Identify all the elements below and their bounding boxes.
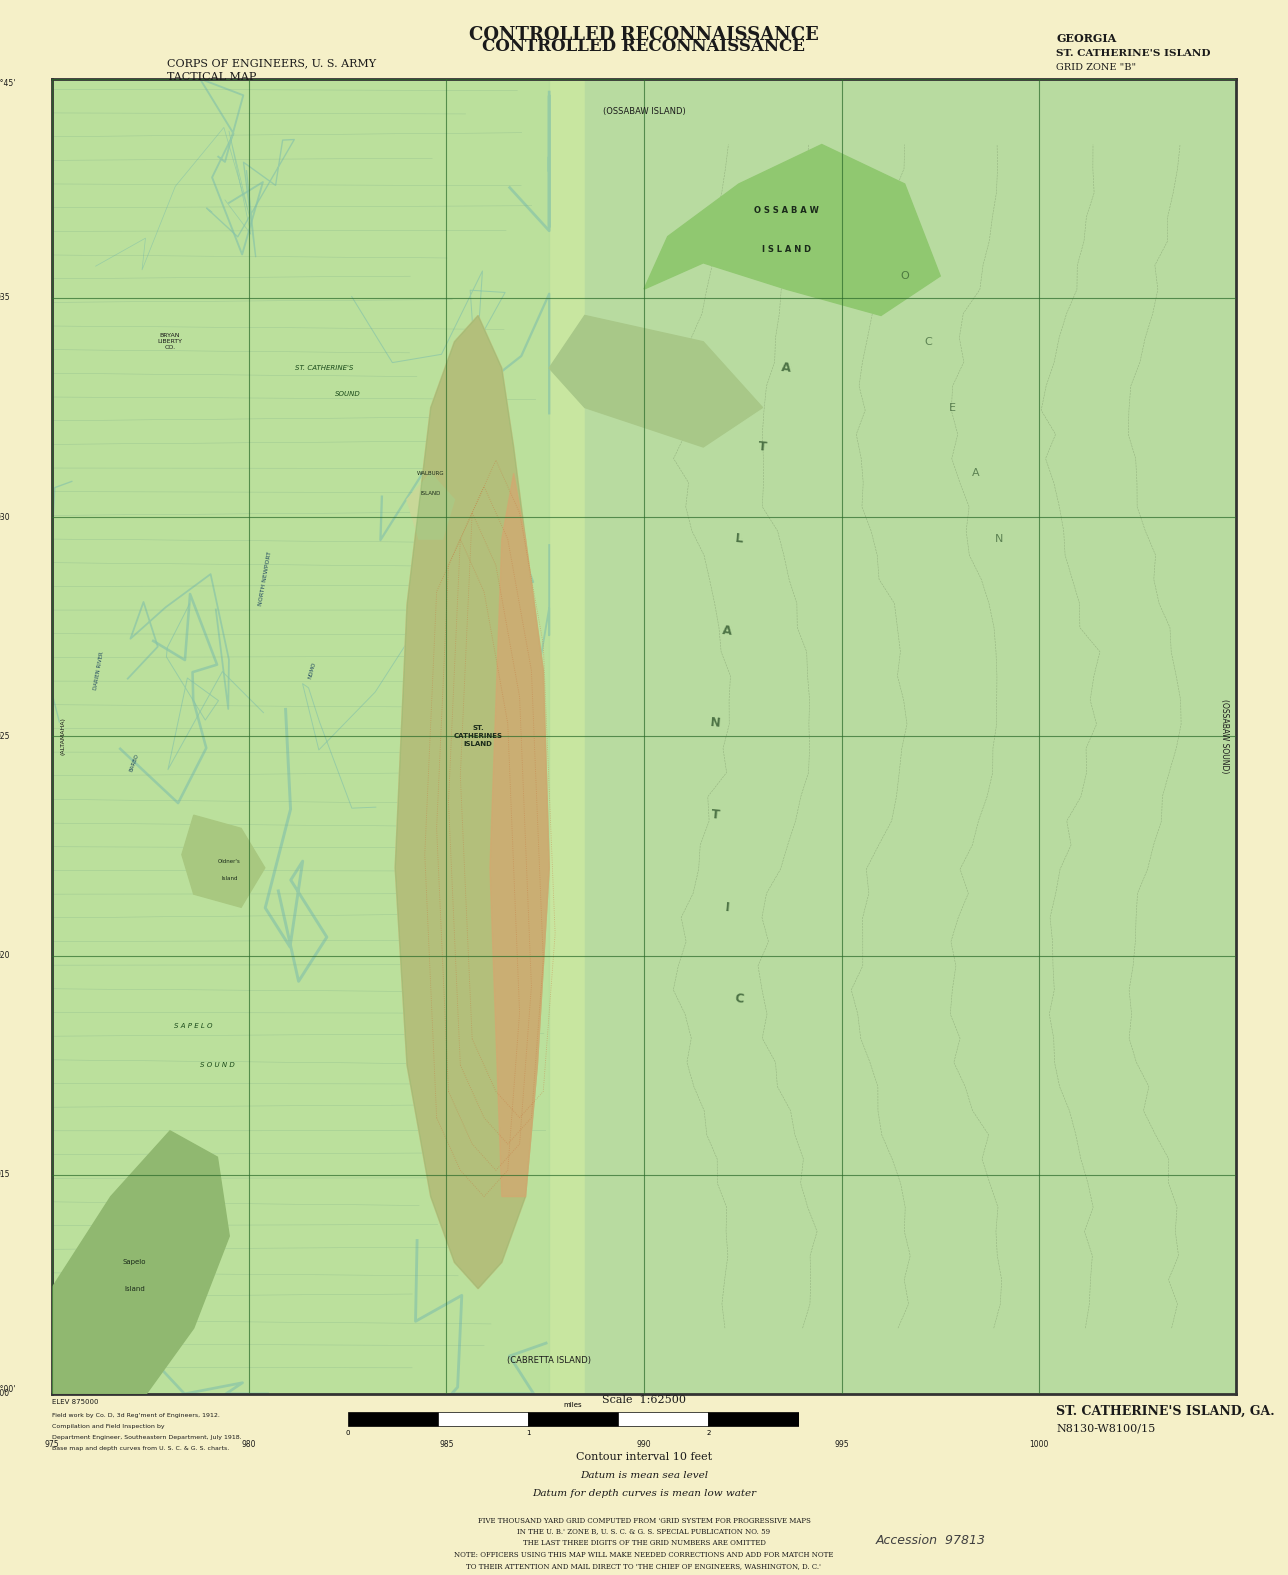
Text: N: N [710, 717, 721, 731]
Polygon shape [489, 472, 549, 1197]
Text: C: C [925, 337, 933, 346]
Polygon shape [407, 472, 455, 539]
Text: E: E [948, 403, 956, 413]
Text: DARIEN RIVER: DARIEN RIVER [93, 650, 104, 690]
Text: ISLAND: ISLAND [420, 490, 440, 496]
Text: O S S A B A W: O S S A B A W [753, 206, 819, 214]
Text: 975: 975 [44, 1440, 59, 1449]
Text: FIVE THOUSAND YARD GRID COMPUTED FROM 'GRID SYSTEM FOR PROGRESSIVE MAPS: FIVE THOUSAND YARD GRID COMPUTED FROM 'G… [478, 1517, 810, 1525]
Text: NOMO: NOMO [308, 662, 317, 679]
Text: Oldner's: Oldner's [218, 858, 241, 863]
Text: GRID ZONE "B": GRID ZONE "B" [1056, 63, 1136, 72]
Polygon shape [549, 315, 762, 447]
Text: 910000: 910000 [0, 1389, 10, 1399]
Text: (CABRETTA ISLAND): (CABRETTA ISLAND) [507, 1356, 591, 1366]
Text: ST. CATHERINE'S ISLAND, GA.: ST. CATHERINE'S ISLAND, GA. [1056, 1405, 1275, 1418]
Polygon shape [52, 1131, 229, 1394]
Text: 935: 935 [0, 293, 10, 302]
Text: Contour interval 10 feet: Contour interval 10 feet [576, 1452, 712, 1462]
Text: 920: 920 [0, 951, 10, 961]
Text: BRYAN
LIBERTY
CO.: BRYAN LIBERTY CO. [157, 332, 183, 351]
Text: SOUND: SOUND [335, 391, 361, 397]
Bar [52, 79, 549, 1394]
Text: WALBURG: WALBURG [417, 471, 444, 476]
Text: 31°00': 31°00' [0, 1384, 15, 1394]
Text: TO THEIR ATTENTION AND MAIL DIRECT TO 'THE CHIEF OF ENGINEERS, WASHINGTON, D. C.: TO THEIR ATTENTION AND MAIL DIRECT TO 'T… [466, 1562, 822, 1570]
Text: A: A [781, 361, 792, 375]
Polygon shape [182, 816, 265, 907]
Text: Compilation and Field Inspection by: Compilation and Field Inspection by [52, 1424, 164, 1429]
Text: T: T [757, 439, 768, 454]
Text: NOTE: OFFICERS USING THIS MAP WILL MAKE NEEDED CORRECTIONS AND ADD FOR MATCH NOT: NOTE: OFFICERS USING THIS MAP WILL MAKE … [455, 1551, 833, 1559]
Bar [528, 1411, 618, 1427]
Bar [438, 1411, 528, 1427]
Text: I S L A N D: I S L A N D [761, 246, 810, 254]
Text: BARBO: BARBO [129, 753, 140, 772]
Text: T: T [710, 808, 720, 822]
Text: (ALTAMAHA): (ALTAMAHA) [61, 717, 66, 756]
Text: A: A [721, 624, 733, 638]
Text: Sapelo: Sapelo [122, 1260, 147, 1265]
Text: TACTICAL MAP: TACTICAL MAP [167, 72, 256, 82]
Text: 0: 0 [345, 1430, 350, 1436]
Text: S O U N D: S O U N D [200, 1062, 234, 1068]
Bar [348, 1411, 438, 1427]
Text: Base map and depth curves from U. S. C. & G. S. charts.: Base map and depth curves from U. S. C. … [52, 1446, 229, 1451]
Text: ST. CATHERINE'S: ST. CATHERINE'S [295, 365, 353, 372]
Text: Department Engineer, Southeastern Department, July 1918.: Department Engineer, Southeastern Depart… [52, 1435, 241, 1440]
Text: 2: 2 [706, 1430, 711, 1436]
Text: Scale  1:62500: Scale 1:62500 [601, 1395, 687, 1405]
Text: Island: Island [124, 1285, 144, 1291]
Text: Island: Island [222, 876, 237, 880]
Text: S A P E L O: S A P E L O [174, 1022, 213, 1028]
Text: 985: 985 [439, 1440, 453, 1449]
Text: ELEV 875000: ELEV 875000 [52, 1399, 98, 1405]
Text: THE LAST THREE DIGITS OF THE GRID NUMBERS ARE OMITTED: THE LAST THREE DIGITS OF THE GRID NUMBER… [523, 1539, 765, 1547]
Text: (OSSABAW ISLAND): (OSSABAW ISLAND) [603, 107, 685, 117]
Text: Datum for depth curves is mean low water: Datum for depth curves is mean low water [532, 1488, 756, 1498]
Text: 980: 980 [242, 1440, 256, 1449]
Text: IN THE U. B.' ZONE B, U. S. C. & G. S. SPECIAL PUBLICATION NO. 59: IN THE U. B.' ZONE B, U. S. C. & G. S. S… [518, 1528, 770, 1536]
Text: Accession  97813: Accession 97813 [876, 1534, 985, 1547]
Polygon shape [395, 315, 549, 1288]
Text: miles: miles [564, 1402, 582, 1408]
Bar [708, 1411, 799, 1427]
Text: NORTH NEWPORT: NORTH NEWPORT [258, 551, 272, 606]
Polygon shape [585, 79, 1236, 1394]
Text: 990: 990 [636, 1440, 652, 1449]
Text: CORPS OF ENGINEERS, U. S. ARMY: CORPS OF ENGINEERS, U. S. ARMY [167, 58, 376, 68]
Text: ST.
CATHERINES
ISLAND: ST. CATHERINES ISLAND [453, 726, 502, 747]
Text: 1000: 1000 [1029, 1440, 1048, 1449]
Text: CONTROLLED RECONNAISSANCE: CONTROLLED RECONNAISSANCE [469, 27, 819, 44]
Text: O: O [900, 271, 909, 280]
Text: N8130-W8100/15: N8130-W8100/15 [1056, 1424, 1155, 1433]
Text: 925: 925 [0, 732, 10, 740]
Text: 915: 915 [0, 1170, 10, 1180]
Text: ST. CATHERINE'S ISLAND: ST. CATHERINE'S ISLAND [1056, 49, 1211, 58]
Text: Datum is mean sea level: Datum is mean sea level [580, 1471, 708, 1480]
Bar [618, 1411, 708, 1427]
Text: C: C [734, 992, 744, 1006]
Polygon shape [644, 145, 940, 315]
Text: Field work by Co. D, 3d Reg'ment of Engineers, 1912.: Field work by Co. D, 3d Reg'ment of Engi… [52, 1413, 219, 1418]
Text: 1: 1 [526, 1430, 531, 1436]
Text: GEORGIA: GEORGIA [1056, 33, 1117, 44]
Polygon shape [395, 315, 549, 1288]
Text: N: N [996, 534, 1003, 543]
Text: (OSSABAW SOUND): (OSSABAW SOUND) [1220, 699, 1229, 773]
Text: 995: 995 [835, 1440, 849, 1449]
Text: L: L [734, 532, 743, 547]
Text: 31°45': 31°45' [0, 79, 15, 88]
Text: 930: 930 [0, 512, 10, 521]
Text: I: I [724, 901, 730, 914]
Text: A: A [972, 468, 980, 479]
Text: CONTROLLED RECONNAISSANCE: CONTROLLED RECONNAISSANCE [483, 38, 805, 55]
